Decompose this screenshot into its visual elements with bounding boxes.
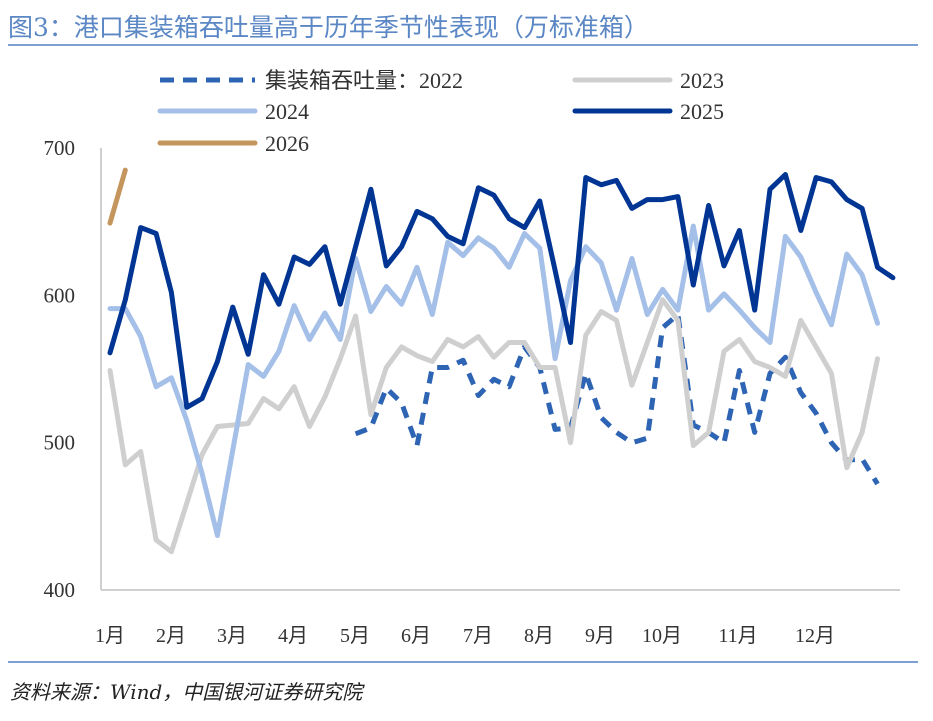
x-tick-label: 12月	[795, 625, 835, 647]
y-tick-label: 600	[44, 283, 76, 307]
legend-label: 2026	[265, 131, 309, 156]
series-line-2025	[107, 172, 896, 410]
source-note: 资料来源：Wind，中国银河证券研究院	[10, 680, 363, 704]
x-tick-label: 11月	[718, 625, 757, 647]
x-tick-label: 5月	[340, 625, 370, 647]
source-divider	[8, 661, 918, 663]
legend-label: 2023	[680, 68, 724, 93]
series-line-2026	[107, 167, 128, 226]
x-tick-label: 9月	[585, 625, 615, 647]
title-divider	[8, 44, 918, 46]
series-line-2024	[107, 223, 880, 538]
legend-label: 2024	[265, 99, 309, 124]
x-tick-label: 8月	[524, 625, 554, 647]
y-tick-label: 700	[44, 136, 76, 160]
x-tick-label: 6月	[401, 625, 431, 647]
x-tick-label: 2月	[156, 625, 186, 647]
legend-label: 2025	[680, 99, 724, 124]
y-tick-label: 400	[44, 578, 76, 602]
series-line-2022	[354, 312, 880, 486]
x-tick-label: 10月	[642, 625, 682, 647]
x-tick-label: 4月	[278, 625, 308, 647]
x-tick-label: 3月	[217, 625, 247, 647]
x-tick-label: 7月	[463, 625, 493, 647]
legend-label: 集装箱吞吐量：2022	[265, 68, 463, 93]
y-tick-label: 500	[44, 431, 76, 455]
x-tick-label: 1月	[95, 625, 125, 647]
chart-title: 图3：港口集装箱吞吐量高于历年季节性表现（万标准箱）	[8, 13, 649, 42]
